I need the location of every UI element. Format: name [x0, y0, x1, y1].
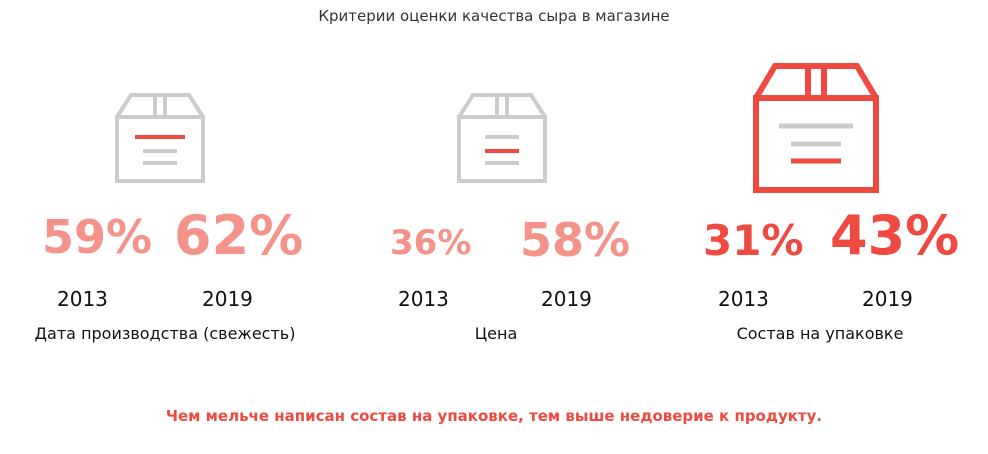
chart-title: Критерии оценки качества сыра в магазине [318, 7, 670, 25]
category-label: Состав на упаковке [736, 324, 904, 343]
value-label-2013: 59% [42, 210, 153, 264]
box-icon [457, 93, 547, 183]
value-label-2019: 58% [520, 213, 631, 267]
category-label: Дата производства (свежесть) [34, 324, 296, 343]
value-label-2019: 43% [830, 204, 960, 267]
value-label-2013: 36% [390, 223, 472, 263]
value-label-2019: 62% [174, 204, 304, 267]
year-label-2013: 2013 [57, 287, 108, 311]
year-label-2013: 2013 [718, 287, 769, 311]
year-label-2013: 2013 [398, 287, 449, 311]
value-label-2013: 31% [703, 216, 804, 265]
year-label-2019: 2019 [862, 287, 913, 311]
year-label-2019: 2019 [541, 287, 592, 311]
box-icon [115, 93, 205, 183]
category-label: Цена [474, 324, 518, 343]
footer-note: Чем мельче написан состав на упаковке, т… [165, 407, 823, 425]
year-label-2019: 2019 [202, 287, 253, 311]
box-icon [753, 63, 879, 193]
